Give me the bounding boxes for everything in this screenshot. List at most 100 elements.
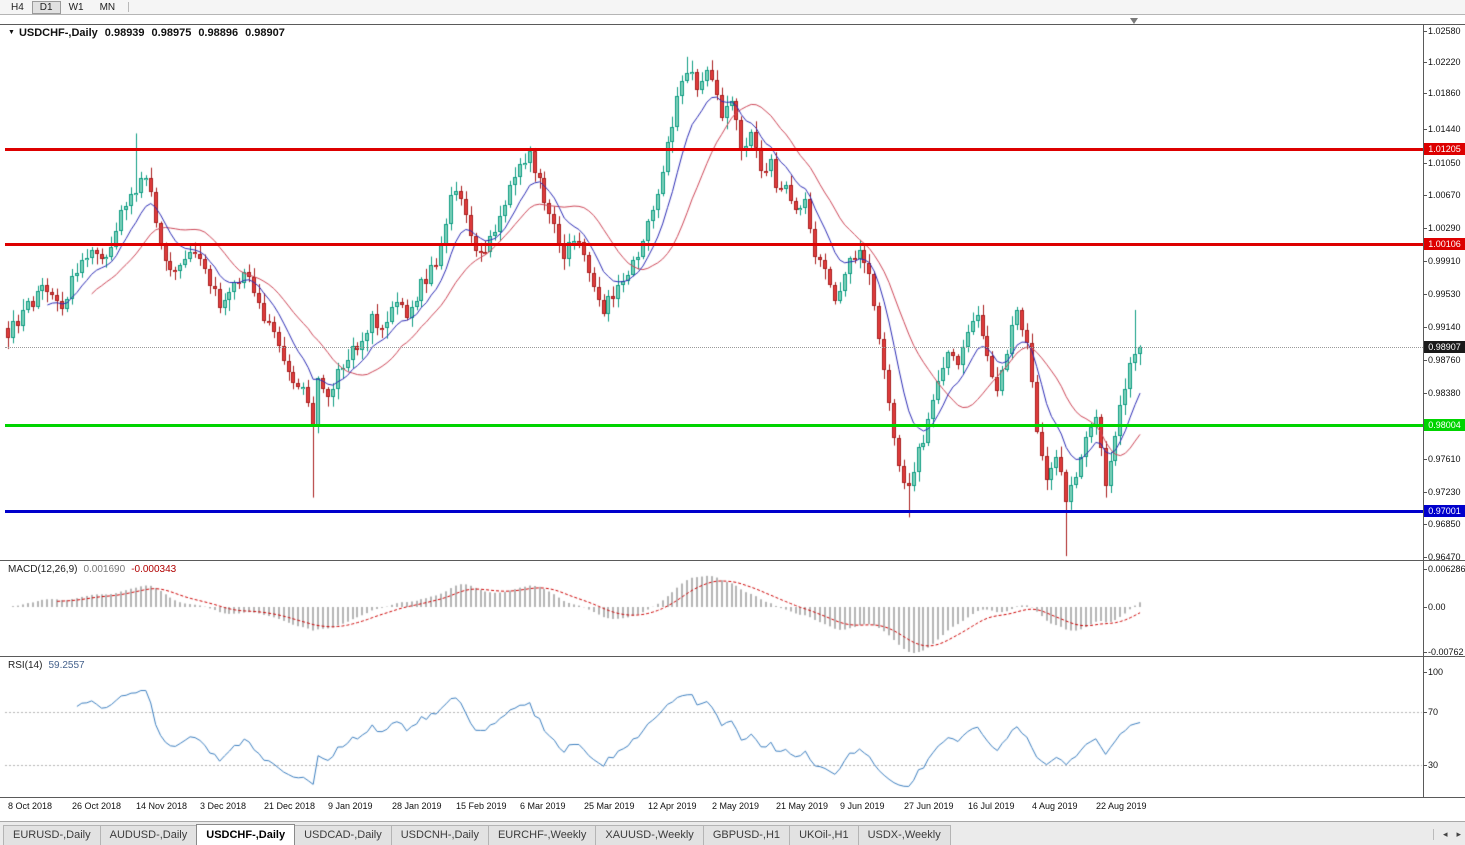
ohlc-open: 0.98939 <box>104 27 145 39</box>
price-axis-separator <box>1423 24 1424 797</box>
date-axis-label: 21 Dec 2018 <box>264 801 316 811</box>
chart-symbol-label: USDCHF-,Daily <box>18 27 98 39</box>
level-badge-resistance-2: 1.00106 <box>1424 238 1465 250</box>
chart-shift-marker[interactable] <box>1130 18 1138 24</box>
timeframe-mn-button[interactable]: MN <box>99 1 116 13</box>
macd-axis-label: -0.00762 <box>1428 647 1464 657</box>
macd-axis-label: 0.006286 <box>1428 564 1465 574</box>
rsi-name: RSI(14) <box>8 660 43 671</box>
date-axis-separator <box>0 797 1465 798</box>
tab-scroll-right-button[interactable]: ▸ <box>1456 829 1461 839</box>
price-axis-label: 0.99530 <box>1428 289 1461 299</box>
price-axis-label: 1.01860 <box>1428 88 1461 98</box>
date-axis-label: 8 Oct 2018 <box>8 801 53 811</box>
price-axis-label: 1.01050 <box>1428 158 1461 168</box>
rsi-axis-label: 30 <box>1428 760 1439 770</box>
tab-audusd-daily[interactable]: AUDUSD-,Daily <box>99 825 198 845</box>
price-tick <box>1423 360 1427 361</box>
rsi-value: 59.2557 <box>48 660 85 671</box>
symbol-dropdown-icon[interactable]: ▼ <box>8 29 15 36</box>
date-axis-label: 3 Dec 2018 <box>200 801 247 811</box>
macd-name: MACD(12,26,9) <box>8 564 78 575</box>
date-axis-label: 9 Jun 2019 <box>840 801 885 811</box>
macd-pane-separator[interactable] <box>0 560 1465 561</box>
macd-tick <box>1423 569 1427 570</box>
chart-title: ▼ USDCHF-,Daily 0.98939 0.98975 0.98896 0.989… <box>8 27 285 39</box>
level-line-support-1[interactable] <box>5 424 1423 427</box>
price-tick <box>1423 31 1427 32</box>
tab-usdx-weekly[interactable]: USDX-,Weekly <box>857 825 951 845</box>
price-tick <box>1423 557 1427 558</box>
tab-usdcad-daily[interactable]: USDCAD-,Daily <box>294 825 392 845</box>
macd-main-value: 0.001690 <box>83 564 126 575</box>
tab-eurchf-weekly[interactable]: EURCHF-,Weekly <box>487 825 597 845</box>
price-tick <box>1423 393 1427 394</box>
macd-signal-value: -0.000343 <box>131 564 177 575</box>
tab-gbpusd-h1[interactable]: GBPUSD-,H1 <box>702 825 791 845</box>
timeframe-w1-button[interactable]: W1 <box>68 1 84 13</box>
tab-ukoil-h1[interactable]: UKOil-,H1 <box>789 825 859 845</box>
price-axis-label: 1.00290 <box>1428 223 1461 233</box>
rsi-pane-separator[interactable] <box>0 656 1465 657</box>
rsi-axis-label: 70 <box>1428 707 1439 717</box>
price-tick <box>1423 327 1427 328</box>
price-axis-label: 0.96850 <box>1428 519 1461 529</box>
date-axis-label: 16 Jul 2019 <box>968 801 1015 811</box>
current-price-badge: 0.98907 <box>1424 341 1465 353</box>
chart-frame-top <box>0 24 1465 25</box>
price-axis-label: 0.99910 <box>1428 256 1461 266</box>
price-axis-label: 0.96470 <box>1428 552 1461 562</box>
rsi-label: RSI(14) 59.2557 <box>8 660 85 671</box>
price-tick <box>1423 459 1427 460</box>
timeframe-buttons: H4 D1 W1 MN <box>3 0 123 14</box>
price-tick <box>1423 261 1427 262</box>
toolbar-separator <box>128 2 130 12</box>
level-line-resistance-2[interactable] <box>5 243 1423 246</box>
price-tick <box>1423 195 1427 196</box>
price-axis-label: 1.02220 <box>1428 57 1461 67</box>
date-axis-label: 22 Aug 2019 <box>1096 801 1147 811</box>
level-line-resistance-1[interactable] <box>5 148 1423 151</box>
level-line-support-2[interactable] <box>5 510 1423 513</box>
price-tick <box>1423 163 1427 164</box>
macd-axis-label: 0.00 <box>1428 602 1446 612</box>
tab-xauusd-weekly[interactable]: XAUUSD-,Weekly <box>595 825 704 845</box>
date-axis-label: 26 Oct 2018 <box>72 801 122 811</box>
price-tick <box>1423 492 1427 493</box>
chart-tab-bar: EURUSD-,Daily AUDUSD-,Daily USDCHF-,Daily U… <box>0 821 1465 845</box>
tab-eurusd-daily[interactable]: EURUSD-,Daily <box>3 825 101 845</box>
chart-tabs: EURUSD-,Daily AUDUSD-,Daily USDCHF-,Daily U… <box>3 824 951 845</box>
price-axis-label: 0.98760 <box>1428 355 1461 365</box>
date-axis-label: 4 Aug 2019 <box>1032 801 1078 811</box>
ohlc-close: 0.98907 <box>245 27 285 39</box>
rsi-axis-label: 100 <box>1428 667 1444 677</box>
price-axis-label: 1.01440 <box>1428 124 1461 134</box>
price-tick <box>1423 524 1427 525</box>
timeframe-toolbar: H4 D1 W1 MN <box>0 0 1465 15</box>
date-axis-label: 25 Mar 2019 <box>584 801 635 811</box>
price-tick <box>1423 93 1427 94</box>
price-axis-label: 1.00670 <box>1428 190 1461 200</box>
date-axis-label: 9 Jan 2019 <box>328 801 373 811</box>
date-axis-label: 6 Mar 2019 <box>520 801 566 811</box>
price-axis-label: 0.97610 <box>1428 454 1461 464</box>
timeframe-d1-button[interactable]: D1 <box>31 0 61 14</box>
macd-tick <box>1423 652 1427 653</box>
date-axis-label: 2 May 2019 <box>712 801 760 811</box>
ohlc-low: 0.98896 <box>198 27 239 39</box>
level-badge-support-2: 0.97001 <box>1424 505 1465 517</box>
rsi-tick <box>1423 672 1427 673</box>
tab-usdchf-daily[interactable]: USDCHF-,Daily <box>196 824 296 845</box>
price-tick <box>1423 228 1427 229</box>
timeframe-h4-button[interactable]: H4 <box>11 1 24 13</box>
tab-scroll-left-button[interactable]: ◂ <box>1442 829 1448 839</box>
price-tick <box>1423 62 1427 63</box>
price-axis-label: 0.98380 <box>1428 388 1461 398</box>
date-axis-label: 14 Nov 2018 <box>136 801 188 811</box>
price-tick <box>1423 294 1427 295</box>
price-tick <box>1423 129 1427 130</box>
current-price-line <box>5 347 1423 348</box>
tab-usdcnh-daily[interactable]: USDCNH-,Daily <box>390 825 489 845</box>
date-axis-label: 15 Feb 2019 <box>456 801 507 811</box>
